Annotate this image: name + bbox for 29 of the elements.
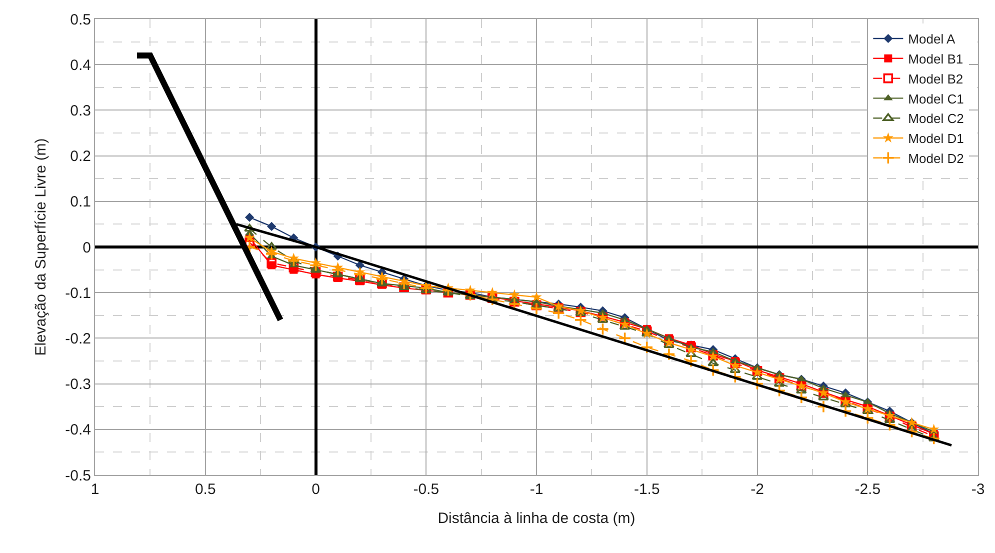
y-tick-label: -0.2 — [65, 330, 91, 348]
y-tick-label: -0.1 — [65, 284, 91, 302]
y-tick-label: 0 — [82, 239, 91, 256]
legend-label: Model C2 — [908, 111, 964, 126]
x-tick-label: -1.5 — [634, 481, 660, 498]
x-tick-label: -0.5 — [413, 481, 440, 498]
x-tick-label: 1 — [90, 481, 100, 498]
x-tick-label: 0 — [312, 481, 320, 498]
y-tick-label: -0.3 — [65, 376, 91, 394]
y-tick-label: 0.4 — [70, 56, 91, 74]
y-tick-label: 0.3 — [70, 102, 91, 120]
legend-label: Model B1 — [908, 51, 964, 66]
legend-label: Model D2 — [908, 150, 964, 166]
legend-label: Model A — [908, 32, 956, 47]
x-tick-label: -1 — [530, 481, 544, 498]
x-axis-title: Distância à linha de costa (m) — [438, 510, 636, 527]
y-tick-label: 0.5 — [70, 11, 91, 28]
y-tick-label: -0.5 — [65, 467, 91, 484]
x-tick-label: -2 — [750, 481, 764, 498]
legend-label: Model D1 — [908, 131, 964, 146]
x-tick-label: -3 — [971, 481, 985, 498]
legend-label: Model B2 — [908, 71, 964, 86]
y-axis-title: Elevação da Superfície Livre (m) — [32, 138, 50, 356]
legend-label: Model C1 — [908, 91, 964, 106]
y-tick-label: -0.4 — [65, 422, 91, 439]
x-tick-label: 0.5 — [194, 481, 216, 498]
y-tick-label: 0.2 — [70, 148, 91, 166]
y-tick-label: 0.1 — [70, 194, 91, 211]
x-tick-label: -2.5 — [854, 481, 881, 498]
